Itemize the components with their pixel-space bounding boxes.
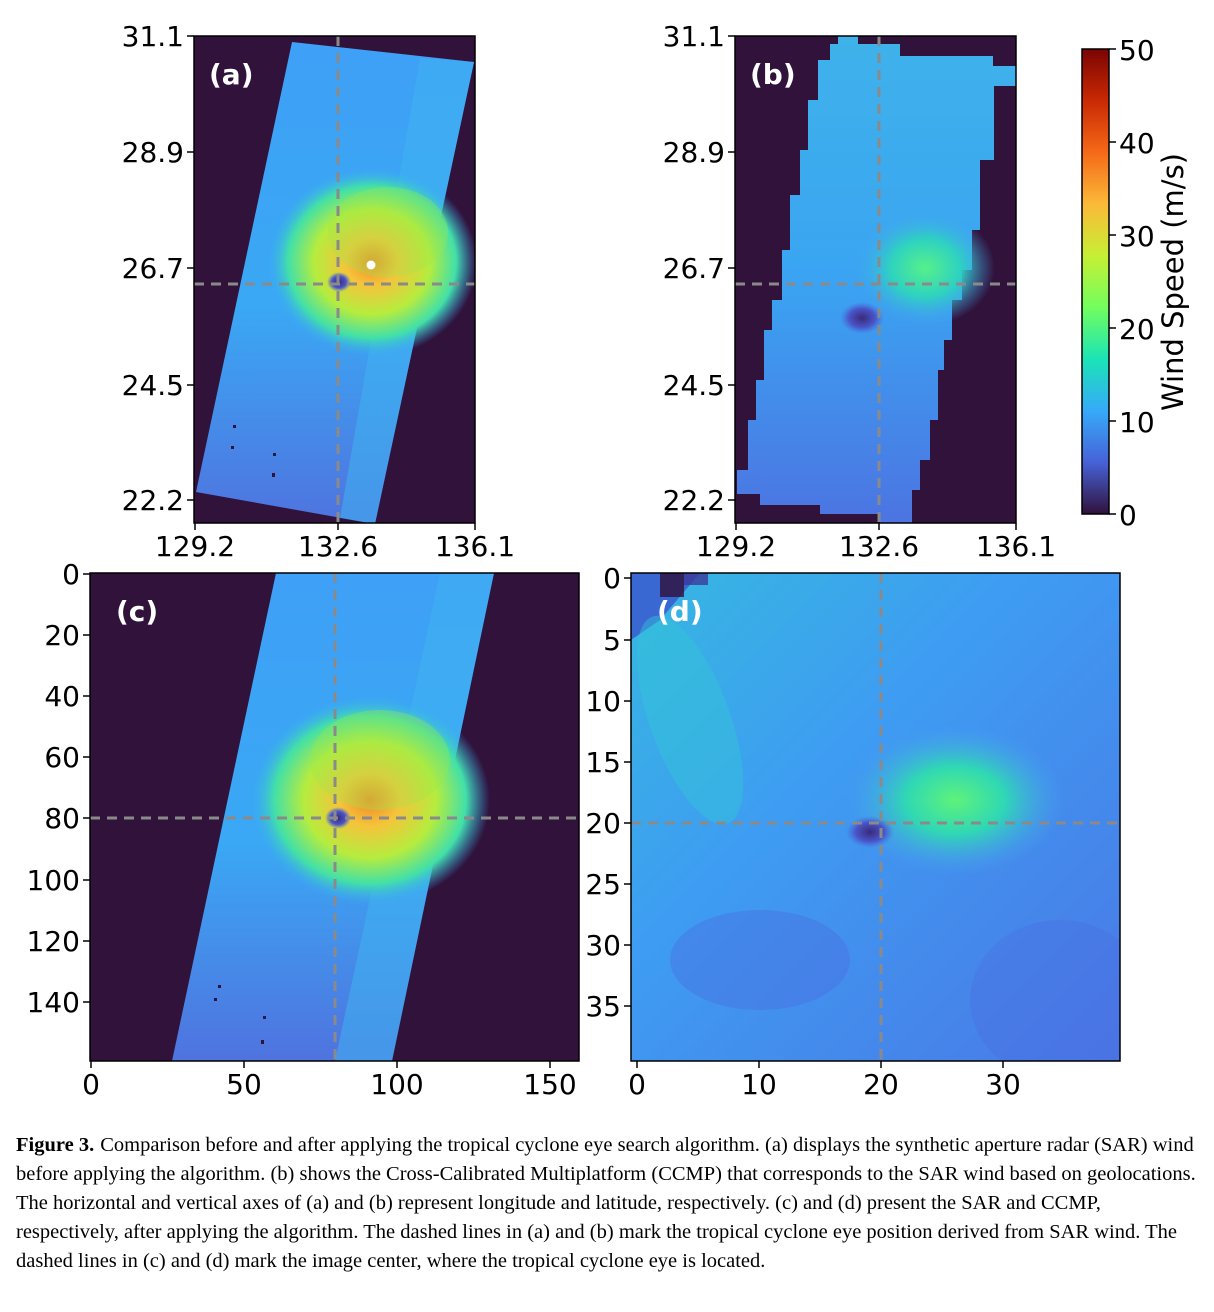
panel-a-white-dot	[366, 260, 376, 270]
panel-d-ytick-label: 10	[585, 685, 621, 718]
panel-c-xtick-label: 100	[370, 1068, 423, 1101]
panel-d-ytick-label: 30	[585, 929, 621, 962]
panel-c-ytick-label: 0	[62, 558, 80, 591]
panel-d-yticks: 0 5 10 15 20 25 30 35	[585, 562, 631, 1023]
colorbar-tick-label: 0	[1119, 499, 1137, 532]
panel-b-ytick-label: 26.7	[663, 252, 725, 285]
panel-c-ytick-label: 40	[44, 680, 80, 713]
panel-c-xtick-label: 0	[82, 1068, 100, 1101]
colorbar-ticks: 0 10 20 30 40 50	[1109, 34, 1155, 532]
panel-c-yticks: 0 20 40 60 80 100 120 140	[27, 558, 90, 1019]
panel-a-frame	[193, 35, 476, 524]
panel-d-ytick-label: 15	[585, 746, 621, 779]
panel-c-ytick-label: 60	[44, 741, 80, 774]
panel-b-xtick-label: 132.6	[839, 530, 919, 563]
panel-b-ytick-label: 31.1	[663, 20, 725, 53]
panel-a-xtick-label: 129.2	[155, 530, 235, 563]
panel-d-eye	[846, 816, 894, 848]
panel-b-eye	[840, 302, 884, 334]
colorbar-label: Wind Speed (m/s)	[1156, 153, 1190, 411]
colorbar-tick-label: 20	[1119, 313, 1155, 346]
panel-b: (b) 129.2 132.6 136.1 31.1 28.9 26.7 24.5 22.2	[663, 20, 1056, 563]
panel-c-xtick-label: 150	[523, 1068, 576, 1101]
panel-b-ytick-label: 22.2	[663, 484, 725, 517]
panel-b-xticks: 129.2 132.6 136.1	[696, 523, 1056, 563]
caption-text: Comparison before and after applying the…	[16, 1134, 1196, 1272]
panel-d-ytick-label: 20	[585, 807, 621, 840]
panel-c-ytick-label: 20	[44, 619, 80, 652]
panel-c-xtick-label: 50	[226, 1068, 262, 1101]
panel-d: (d) 0 10 20 30 0 5 10 15 20 25 30 35	[585, 562, 1121, 1101]
panel-b-label: (b)	[750, 58, 796, 91]
caption-figure-number: Figure 3.	[16, 1134, 95, 1156]
panel-a: (a) 129.2 132.6 136.1 31.1 28.9 26.7 24.5 22.2	[122, 20, 515, 563]
panel-a-label: (a)	[209, 58, 254, 91]
panel-a-xtick-label: 136.1	[435, 530, 515, 563]
panel-c-ytick-label: 100	[27, 864, 80, 897]
panel-d-ytick-label: 5	[603, 624, 621, 657]
panel-b-ytick-label: 28.9	[663, 136, 725, 169]
panel-c-label: (c)	[116, 595, 158, 628]
panel-c-ytick-label: 120	[27, 925, 80, 958]
panel-d-ytick-label: 25	[585, 868, 621, 901]
colorbar-tick-label: 10	[1119, 406, 1155, 439]
panel-c-xticks: 0 50 100 150	[82, 1061, 577, 1101]
panel-a-yticks: 31.1 28.9 26.7 24.5 22.2	[122, 20, 194, 517]
panel-d-xtick-label: 30	[985, 1068, 1021, 1101]
panel-d-xticks: 0 10 20 30	[628, 1061, 1021, 1101]
colorbar-bar	[1081, 48, 1110, 515]
panel-d-xtick-label: 20	[863, 1068, 899, 1101]
colorbar-tick-label: 40	[1119, 127, 1155, 160]
panel-a-xticks: 129.2 132.6 136.1	[155, 523, 515, 563]
panel-d-ytick-label: 35	[585, 990, 621, 1023]
panel-b-ytick-label: 24.5	[663, 369, 725, 402]
colorbar: 0 10 20 30 40 50 Wind Speed (m/s)	[1081, 34, 1190, 532]
panel-a-ytick-label: 31.1	[122, 20, 184, 53]
panel-d-ytick-label: 0	[603, 562, 621, 595]
panel-b-yticks: 31.1 28.9 26.7 24.5 22.2	[663, 20, 735, 517]
colorbar-tick-label: 30	[1119, 220, 1155, 253]
panel-c-ytick-label: 140	[27, 986, 80, 1019]
figure-caption: Figure 3. Comparison before and after app…	[16, 1131, 1200, 1276]
panel-b-frame	[734, 35, 1017, 524]
panel-a-ytick-label: 26.7	[122, 252, 184, 285]
panel-d-xtick-label: 0	[628, 1068, 646, 1101]
panel-c-frame	[89, 572, 580, 1062]
panel-c: (c) 0 50 100 150 0 20 40 60 80 100 120 140	[27, 558, 580, 1101]
panel-a-ytick-label: 24.5	[122, 369, 184, 402]
panel-a-ytick-label: 22.2	[122, 484, 184, 517]
panel-c-ytick-label: 80	[44, 802, 80, 835]
panel-d-label: (d)	[657, 595, 703, 628]
panel-b-xtick-label: 136.1	[976, 530, 1056, 563]
panel-d-frame	[630, 572, 1121, 1062]
panel-a-xtick-label: 132.6	[298, 530, 378, 563]
colorbar-tick-label: 50	[1119, 34, 1155, 67]
panel-a-ytick-label: 28.9	[122, 136, 184, 169]
panel-d-xtick-label: 10	[741, 1068, 777, 1101]
figure: (a) 129.2 132.6 136.1 31.1 28.9 26.7 24.5 22.2…	[27, 20, 1190, 1101]
panel-b-xtick-label: 129.2	[696, 530, 776, 563]
